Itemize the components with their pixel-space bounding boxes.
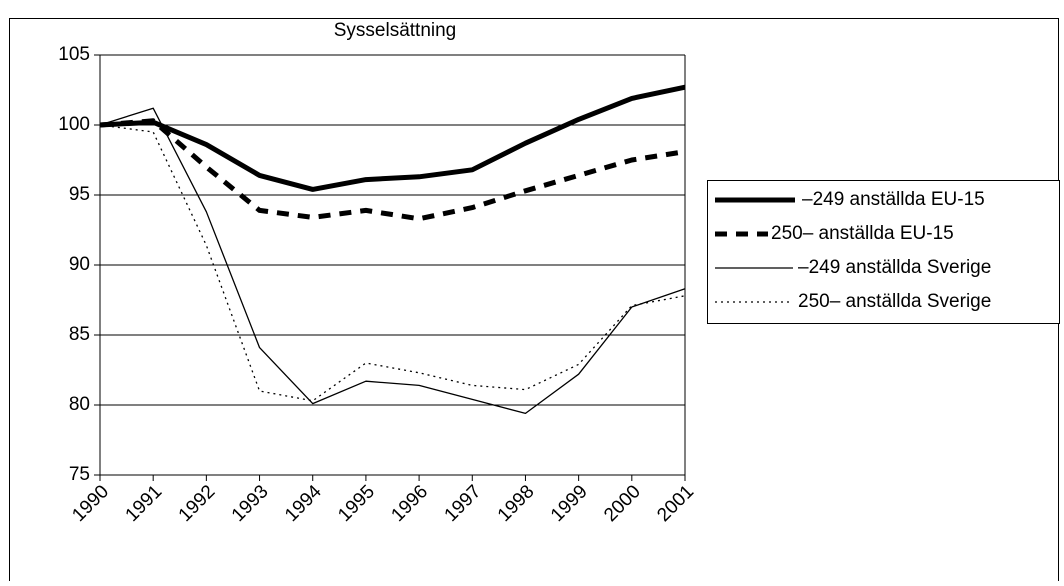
legend-label: –249 anställda Sverige — [798, 257, 991, 278]
x-tick-label: 1998 — [494, 481, 539, 526]
y-tick-label: 85 — [69, 324, 90, 345]
x-tick-label: 1991 — [122, 481, 167, 526]
x-tick-label: 2001 — [653, 481, 698, 526]
legend-label: 250– anställda EU-15 — [771, 223, 954, 244]
y-tick-label: 90 — [69, 254, 90, 275]
y-tick-label: 75 — [69, 464, 90, 485]
x-tick-label: 1994 — [281, 481, 326, 526]
x-tick-label: 1992 — [175, 481, 220, 526]
y-tick-label: 105 — [58, 44, 90, 65]
x-tick-label: 1999 — [547, 481, 592, 526]
series-line — [99, 118, 686, 222]
series-line — [99, 107, 686, 415]
series-line — [99, 124, 686, 402]
y-tick-label: 95 — [69, 184, 90, 205]
x-tick-label: 1995 — [334, 481, 379, 526]
legend-label: 250– anställda Sverige — [798, 291, 991, 312]
x-tick-label: 1997 — [441, 481, 486, 526]
y-tick-label: 100 — [58, 114, 90, 135]
x-tick-label: 1993 — [228, 481, 273, 526]
series-line — [99, 84, 686, 192]
y-tick-label: 80 — [69, 394, 90, 415]
x-tick-label: 1990 — [68, 481, 113, 526]
legend-box — [707, 180, 1060, 324]
legend-label: –249 anställda EU-15 — [802, 189, 985, 210]
chart-title: Sysselsättning — [334, 20, 457, 41]
x-tick-label: 1996 — [387, 481, 432, 526]
x-tick-label: 2000 — [600, 481, 645, 526]
